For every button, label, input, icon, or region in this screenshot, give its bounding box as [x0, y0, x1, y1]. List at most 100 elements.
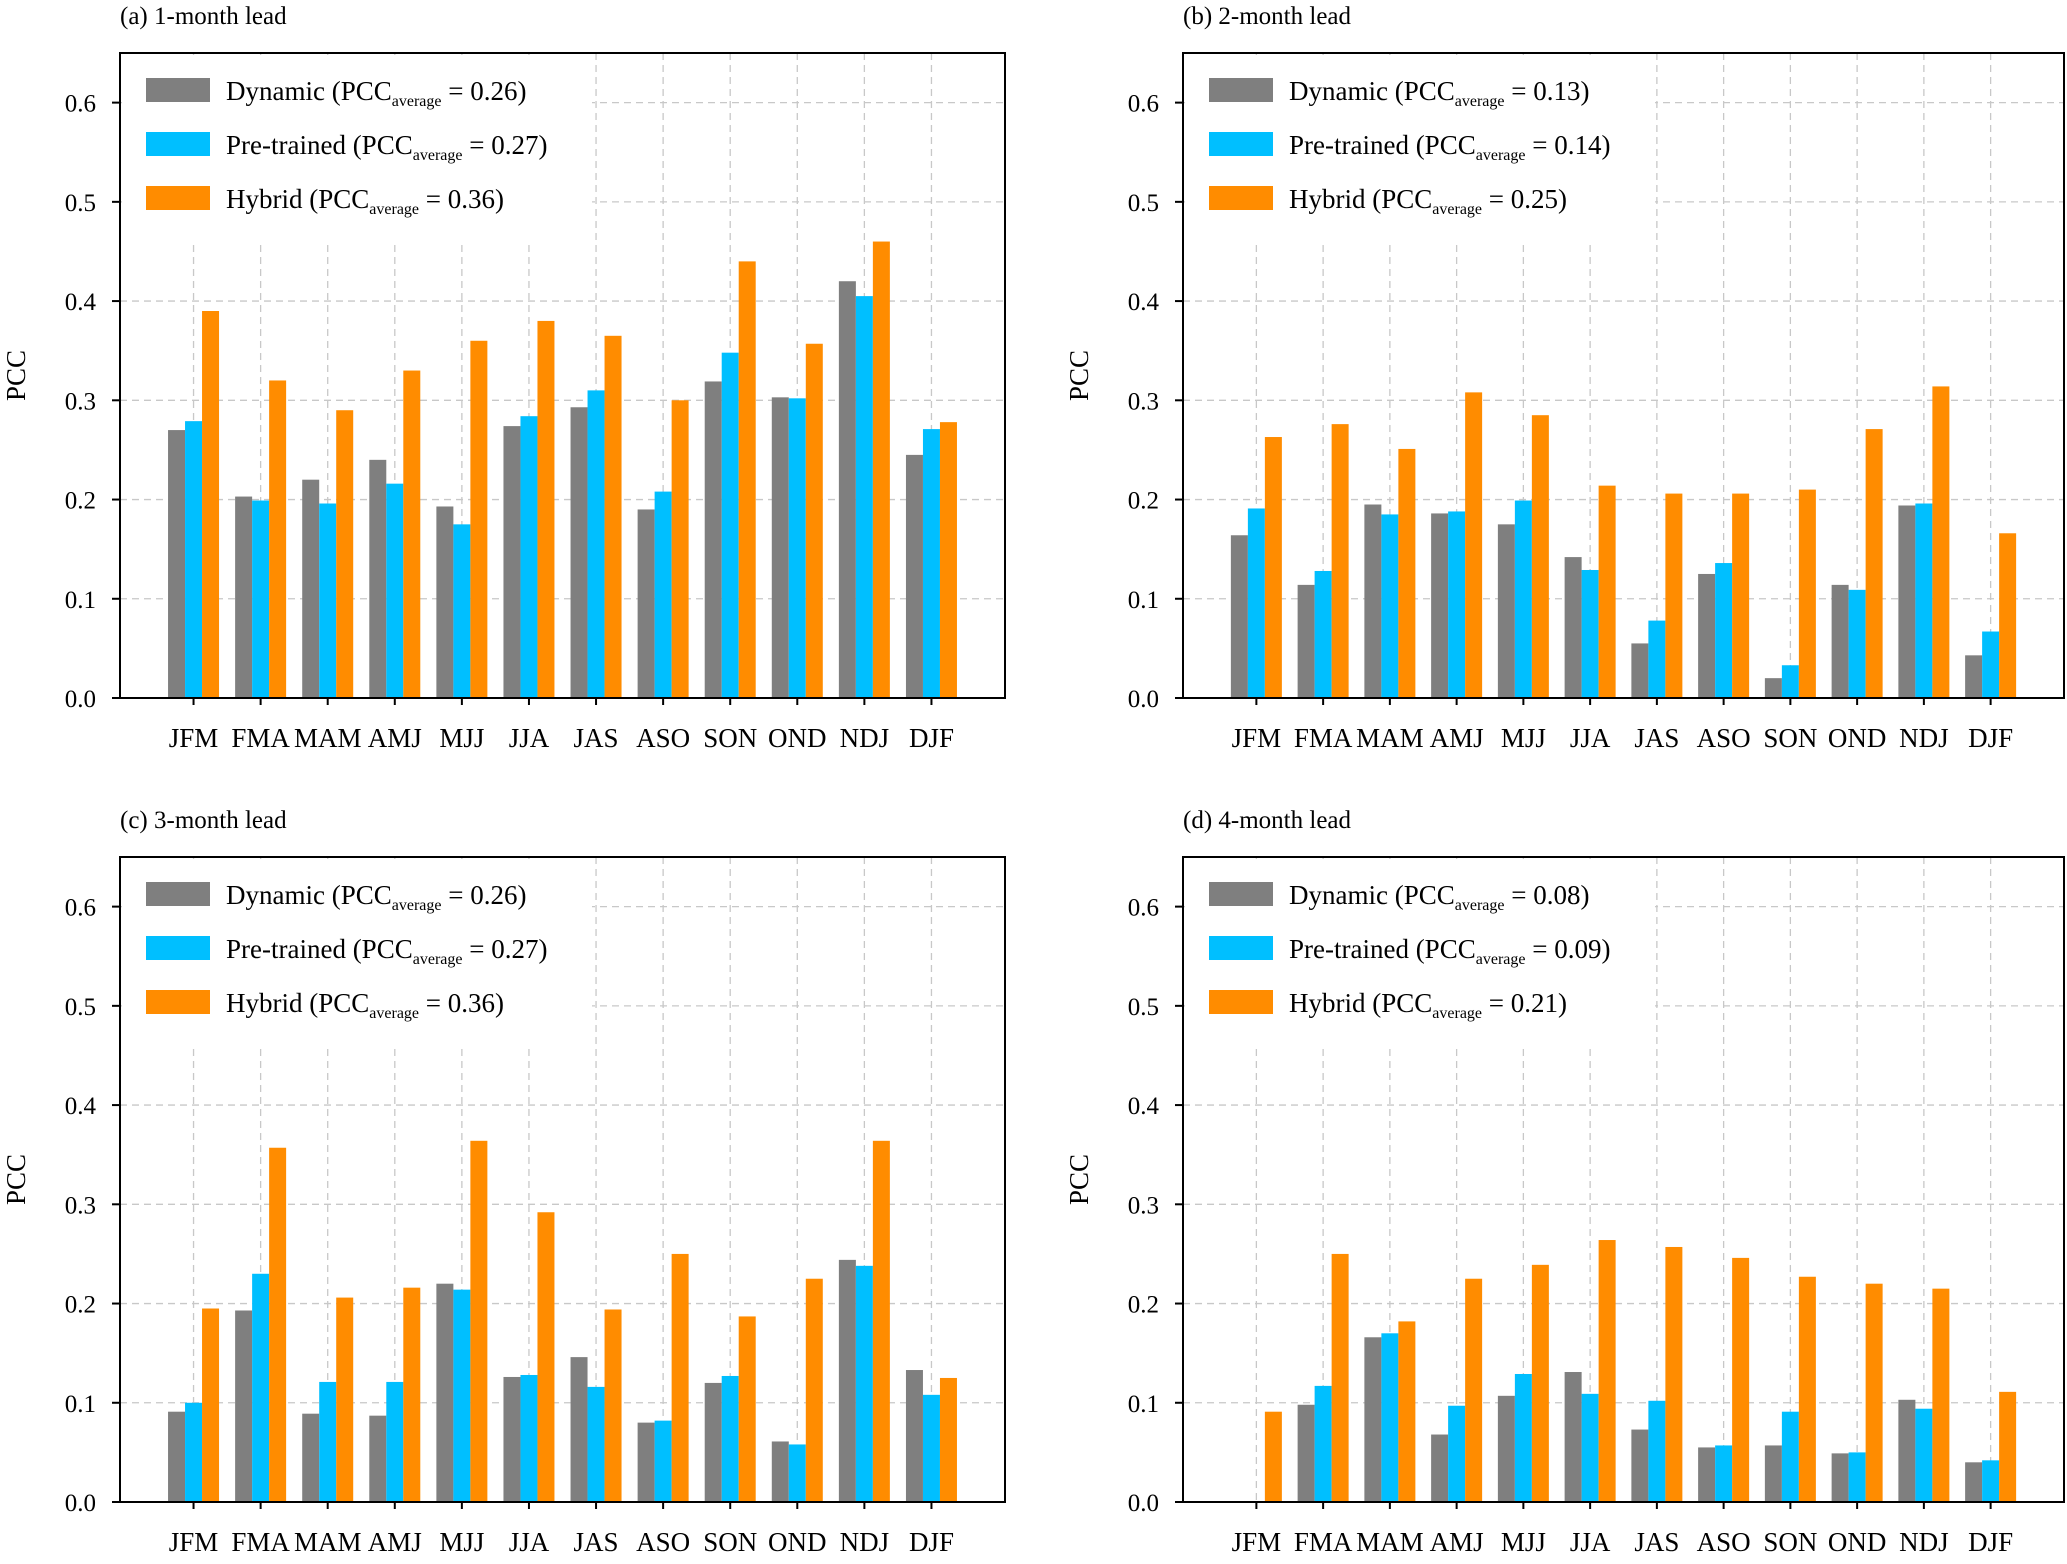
bar-hybrid-mam: [336, 1297, 354, 1502]
bar-hybrid-ond: [1865, 1283, 1883, 1502]
bar-pre-trained-aso: [654, 1420, 672, 1502]
bar-hybrid-jja: [1598, 1240, 1616, 1502]
bar-hybrid-mjj: [470, 340, 488, 698]
bar-pre-trained-son: [721, 1375, 739, 1502]
bar-hybrid-mjj: [1531, 1264, 1549, 1502]
bar-dynamic-fma: [1297, 1404, 1315, 1502]
bar-hybrid-jas: [1665, 493, 1683, 698]
x-tick-label: NDJ: [840, 723, 890, 753]
bar-dynamic-jas: [570, 1357, 588, 1502]
legend-swatch-dynamic: [1209, 882, 1273, 906]
x-tick-label: JFM: [1232, 1527, 1282, 1557]
bar-dynamic-ond: [1831, 1453, 1849, 1502]
plot-frame: [1182, 856, 2065, 1503]
bar-dynamic-ndj: [1898, 1399, 1916, 1502]
bar-dynamic-jas: [570, 407, 588, 698]
bar-hybrid-amj: [1465, 392, 1483, 698]
x-tick-label: MAM: [294, 1527, 362, 1557]
x-tick-label: OND: [1828, 1527, 1887, 1557]
x-tick-label: FMA: [231, 723, 290, 753]
x-tick-label: ASO: [1697, 1527, 1751, 1557]
y-axis-label: PCC: [1, 1154, 31, 1205]
bar-hybrid-mjj: [1531, 415, 1549, 698]
y-tick-label: 0.6: [65, 895, 96, 922]
x-tick-label: DJF: [909, 723, 954, 753]
bar-hybrid-fma: [269, 380, 287, 698]
bar-hybrid-jfm: [1264, 437, 1282, 698]
bar-pre-trained-fma: [1314, 1385, 1332, 1502]
bar-pre-trained-jja: [1581, 1393, 1599, 1502]
bar-pre-trained-mjj: [453, 1289, 471, 1502]
bar-dynamic-djf: [905, 454, 923, 698]
bar-hybrid-jja: [1598, 485, 1616, 698]
x-tick-label: ASO: [636, 723, 690, 753]
bar-dynamic-jfm: [168, 1411, 186, 1502]
bar-hybrid-fma: [1331, 424, 1349, 698]
legend-entry-pre-trained: Pre-trained (PCCaverage = 0.14): [1289, 130, 1610, 164]
bar-hybrid-mam: [1398, 448, 1416, 698]
x-tick-label: AMJ: [1430, 723, 1484, 753]
legend-swatch-hybrid: [146, 186, 210, 210]
x-tick-label: DJF: [909, 1527, 954, 1557]
bar-dynamic-aso: [637, 1422, 655, 1502]
bar-pre-trained-fma: [252, 500, 270, 698]
bar-hybrid-mam: [336, 410, 354, 698]
bar-pre-trained-mjj: [1514, 500, 1532, 698]
legend-entry-dynamic: Dynamic (PCCaverage = 0.13): [1289, 76, 1589, 110]
bar-hybrid-son: [738, 1316, 756, 1502]
y-tick-label: 0.1: [65, 1391, 96, 1418]
bar-dynamic-jja: [1564, 1372, 1582, 1502]
bar-hybrid-ndj: [872, 241, 890, 699]
bar-dynamic-mam: [302, 479, 320, 698]
bar-dynamic-jfm: [168, 430, 186, 698]
bar-hybrid-mjj: [470, 1140, 488, 1502]
x-tick-label: ASO: [1697, 723, 1751, 753]
bar-dynamic-mjj: [436, 1283, 454, 1502]
x-tick-label: MAM: [1356, 723, 1424, 753]
chart-panel-a: (a) 1-month lead PCC 0.0 0.1 0.2 0.3 0.4 0.5 0.6…: [1, 3, 1006, 753]
bar-hybrid-son: [1798, 489, 1816, 698]
y-axis-label: PCC: [1064, 350, 1094, 401]
bar-dynamic-djf: [1965, 1462, 1983, 1502]
bar-pre-trained-mam: [319, 503, 337, 698]
legend-swatch-dynamic: [146, 78, 210, 102]
bar-pre-trained-mam: [1381, 514, 1399, 698]
bar-pre-trained-fma: [252, 1273, 270, 1502]
bar-pre-trained-jfm: [185, 1402, 203, 1502]
y-tick-label: 0.5: [1128, 190, 1159, 217]
bar-dynamic-jas: [1631, 643, 1649, 698]
bar-dynamic-amj: [1431, 513, 1449, 698]
bar-pre-trained-aso: [1715, 1445, 1733, 1502]
x-tick-label: JAS: [574, 1527, 619, 1557]
plot-frame: [1182, 52, 2065, 699]
bar-pre-trained-djf: [1982, 631, 2000, 698]
bar-hybrid-jja: [537, 320, 555, 698]
bar-dynamic-ond: [771, 1441, 789, 1502]
x-tick-label: JJA: [509, 1527, 550, 1557]
legend-swatch-pre-trained: [1209, 132, 1273, 156]
bar-hybrid-ndj: [1932, 1288, 1950, 1502]
bar-pre-trained-djf: [1982, 1460, 2000, 1502]
bar-pre-trained-mam: [1381, 1333, 1399, 1502]
x-tick-label: SON: [1763, 723, 1817, 753]
bar-pre-trained-jas: [587, 1386, 605, 1502]
legend-entry-pre-trained: Pre-trained (PCCaverage = 0.27): [226, 934, 547, 968]
bar-dynamic-ond: [771, 397, 789, 698]
bar-hybrid-jfm: [202, 311, 220, 698]
y-tick-label: 0.4: [1128, 1093, 1160, 1120]
bar-hybrid-ndj: [872, 1140, 890, 1502]
bar-dynamic-aso: [1698, 573, 1716, 698]
legend-entry-hybrid: Hybrid (PCCaverage = 0.21): [1289, 988, 1567, 1022]
x-tick-label: AMJ: [368, 1527, 422, 1557]
x-tick-label: JAS: [574, 723, 619, 753]
y-tick-label: 0.5: [65, 190, 96, 217]
bar-hybrid-jas: [604, 335, 622, 698]
y-tick-label: 0.2: [65, 1292, 96, 1319]
bar-pre-trained-djf: [922, 1394, 940, 1502]
x-tick-label: MJJ: [1501, 723, 1546, 753]
chart-panel-d: (d) 4-month lead PCC 0.0 0.1 0.2 0.3 0.4 0.5 0.6…: [1064, 807, 2065, 1557]
bar-pre-trained-jja: [1581, 569, 1599, 698]
x-tick-label: MAM: [294, 723, 362, 753]
x-tick-label: MJJ: [439, 1527, 484, 1557]
y-tick-label: 0.1: [65, 587, 96, 614]
